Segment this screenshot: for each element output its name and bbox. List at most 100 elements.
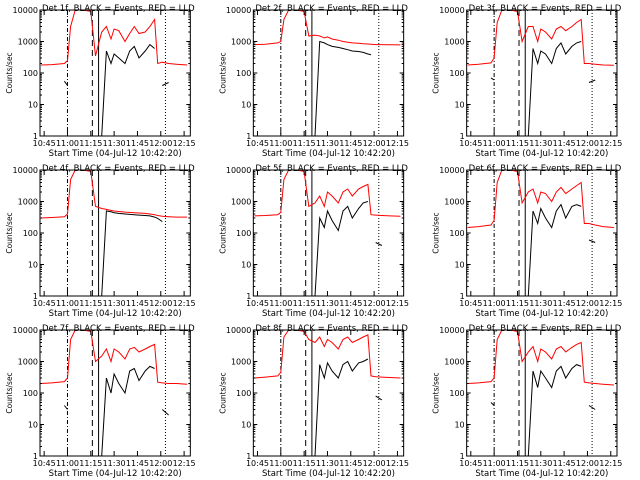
y-tick-label: 100	[449, 229, 464, 238]
y-axis-label: Counts/sec	[5, 52, 14, 93]
x-tick-label: 11:30	[529, 459, 552, 468]
x-tick-label: 12:15	[386, 139, 409, 148]
x-tick-label: 11:00	[483, 299, 506, 308]
panel: 1 10 100 1000 10000 10:45 11:00 11:15 11:30 11:45…	[218, 4, 409, 159]
events-series-line	[490, 41, 596, 137]
y-tick-label: 10000	[439, 6, 464, 15]
x-tick-label: 12:00	[576, 139, 599, 148]
x-tick-label: 12:00	[576, 299, 599, 308]
panel: 1 10 100 1000 10000 10:45 11:00 11:15 11:30 11:45…	[5, 164, 196, 319]
lld-series-line	[40, 169, 188, 219]
x-tick-label: 11:15	[79, 299, 102, 308]
x-tick-label: 11:45	[126, 139, 149, 148]
x-tick-label: 11:00	[269, 299, 292, 308]
y-tick-label: 10	[241, 101, 251, 110]
events-series-line	[314, 40, 372, 137]
panel: 1 10 100 1000 10000 10:45 11:00 11:15 11:30 11:45…	[218, 164, 409, 319]
x-tick-label: 12:00	[149, 139, 172, 148]
x-axis-label: Start Time (04-Jul-12 10:42:20)	[262, 309, 395, 319]
x-tick-label: 11:00	[56, 299, 79, 308]
plot-frame	[466, 169, 618, 297]
x-tick-label: 12:00	[363, 139, 386, 148]
x-axis-label: Start Time (04-Jul-12 10:42:20)	[49, 309, 182, 319]
x-tick-label: 11:15	[506, 139, 529, 148]
x-tick-label: 11:15	[293, 299, 316, 308]
x-tick-label: 11:00	[56, 459, 79, 468]
x-axis-label: Start Time (04-Jul-12 10:42:20)	[475, 469, 608, 479]
lld-series-line	[254, 329, 401, 379]
x-tick-label: 11:30	[103, 299, 126, 308]
x-axis-label: Start Time (04-Jul-12 10:42:20)	[475, 149, 608, 159]
x-tick-label: 11:45	[126, 299, 149, 308]
panel-title: Det 6f, BLACK = Events, RED = LLD	[469, 164, 622, 174]
lld-series-line	[40, 9, 188, 66]
x-tick-label: 11:45	[339, 139, 362, 148]
x-tick-label: 11:15	[293, 139, 316, 148]
x-tick-label: 10:45	[33, 299, 56, 308]
panel-title: Det 3f, BLACK = Events, RED = LLD	[469, 4, 622, 14]
y-tick-label: 1	[246, 452, 251, 461]
x-tick-label: 11:30	[316, 139, 339, 148]
x-tick-label: 12:15	[386, 299, 409, 308]
lld-series-line	[467, 329, 614, 386]
plot-frame	[39, 329, 191, 457]
events-series-line	[527, 203, 596, 297]
x-axis-label: Start Time (04-Jul-12 10:42:20)	[475, 309, 608, 319]
x-tick-label: 11:30	[529, 139, 552, 148]
y-tick-label: 10000	[439, 326, 464, 335]
panel-title: Det 5f, BLACK = Events, RED = LLD	[255, 164, 408, 174]
x-tick-label: 11:00	[483, 459, 506, 468]
y-tick-label: 10	[241, 261, 251, 270]
y-tick-label: 100	[449, 389, 464, 398]
y-tick-label: 1000	[444, 38, 464, 47]
x-tick-label: 10:45	[246, 139, 269, 148]
y-tick-label: 100	[23, 69, 38, 78]
y-tick-label: 10000	[13, 6, 38, 15]
panel-title: Det 7f, BLACK = Events, RED = LLD	[42, 324, 195, 334]
panel-title: Det 2f, BLACK = Events, RED = LLD	[255, 4, 408, 14]
x-axis-label: Start Time (04-Jul-12 10:42:20)	[49, 469, 182, 479]
events-series-line	[64, 365, 169, 457]
events-series-line	[314, 201, 383, 297]
plot-frame	[252, 9, 405, 137]
x-tick-label: 11:00	[56, 139, 79, 148]
x-tick-label: 10:45	[33, 459, 56, 468]
plot-frame	[252, 169, 405, 297]
y-tick-label: 1	[460, 132, 465, 141]
y-tick-label: 10	[454, 421, 464, 430]
x-tick-label: 11:45	[553, 459, 576, 468]
x-tick-label: 11:00	[483, 139, 506, 148]
y-tick-label: 100	[236, 389, 251, 398]
x-tick-label: 11:45	[339, 459, 362, 468]
y-tick-label: 100	[236, 69, 251, 78]
events-series-line	[101, 210, 163, 297]
x-tick-label: 11:00	[269, 459, 292, 468]
y-tick-label: 10	[28, 101, 38, 110]
x-tick-label: 11:15	[79, 139, 102, 148]
y-tick-label: 1000	[18, 38, 38, 47]
lld-series-line	[467, 9, 614, 66]
x-tick-label: 11:45	[553, 299, 576, 308]
panel: 1 10 100 1000 10000 10:45 11:00 11:15 11:30 11:45…	[432, 164, 623, 319]
y-axis-label: Counts/sec	[218, 372, 227, 413]
x-tick-label: 12:15	[173, 139, 196, 148]
panel: 1 10 100 1000 10000 10:45 11:00 11:15 11:30 11:45…	[5, 324, 196, 479]
x-tick-label: 11:15	[293, 459, 316, 468]
x-tick-label: 12:00	[363, 299, 386, 308]
x-tick-label: 12:15	[599, 139, 622, 148]
x-tick-label: 12:00	[576, 459, 599, 468]
y-tick-label: 1	[246, 132, 251, 141]
y-tick-label: 1	[246, 292, 251, 301]
y-tick-label: 1	[33, 452, 38, 461]
panel-title: Det 8f, BLACK = Events, RED = LLD	[255, 324, 408, 334]
x-tick-label: 10:45	[246, 459, 269, 468]
y-tick-label: 1000	[444, 198, 464, 207]
y-tick-label: 10000	[226, 166, 251, 175]
x-tick-label: 12:15	[386, 459, 409, 468]
plot-frame	[466, 329, 618, 457]
events-series-line	[63, 43, 169, 137]
y-tick-label: 1	[33, 132, 38, 141]
y-tick-label: 100	[23, 229, 38, 238]
x-tick-label: 10:45	[33, 139, 56, 148]
y-tick-label: 1	[460, 292, 465, 301]
